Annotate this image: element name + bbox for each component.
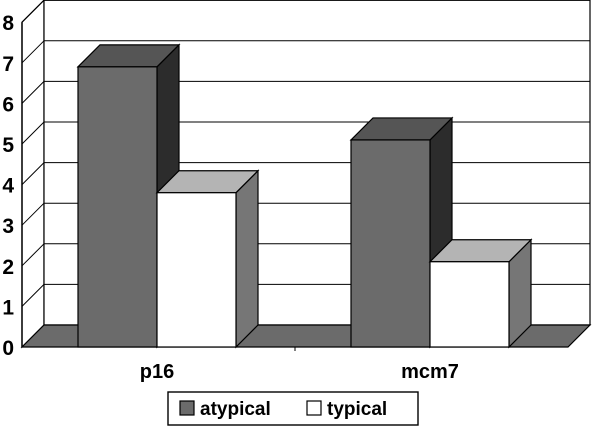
- legend: atypical typical: [167, 391, 419, 426]
- x-axis-category-labels: p16 mcm7: [140, 361, 459, 383]
- y-tick-label: 4: [2, 175, 14, 198]
- bar-side: [235, 169, 259, 349]
- gridline-side: [21, 121, 45, 145]
- bar-front: [429, 261, 510, 348]
- y-tick-label: 2: [2, 256, 14, 279]
- bar-typical-p16: [155, 169, 260, 349]
- bar-typical-mcm7: [428, 238, 533, 349]
- gridline-side: [21, 243, 45, 267]
- gridline-side: [21, 0, 45, 23]
- gridline-side: [21, 202, 45, 226]
- category-label: p16: [140, 361, 174, 383]
- y-tick-label: 0: [2, 337, 14, 360]
- gridline-side: [21, 40, 45, 64]
- legend-swatch: [179, 400, 195, 416]
- bar-front: [350, 139, 431, 348]
- gridline-side: [21, 162, 45, 185]
- legend-box: [167, 391, 419, 426]
- y-axis-tick-labels: 0 1 2 3 4 5 6 7 8: [2, 12, 14, 360]
- bar-front: [77, 66, 158, 348]
- legend-swatch: [306, 400, 322, 416]
- legend-label: atypical: [200, 399, 271, 420]
- y-tick-label: 8: [2, 12, 14, 35]
- y-tick-label: 1: [2, 296, 14, 319]
- gridline-side: [21, 81, 45, 104]
- bars: [76, 43, 533, 349]
- bar-front: [156, 192, 237, 348]
- gridline-side: [21, 284, 45, 307]
- y-tick-label: 5: [2, 134, 14, 157]
- y-tick-label: 7: [2, 53, 14, 76]
- y-tick-label: 6: [2, 93, 14, 116]
- legend-label: typical: [327, 399, 387, 420]
- y-tick-label: 3: [2, 215, 14, 238]
- category-label: mcm7: [401, 361, 459, 383]
